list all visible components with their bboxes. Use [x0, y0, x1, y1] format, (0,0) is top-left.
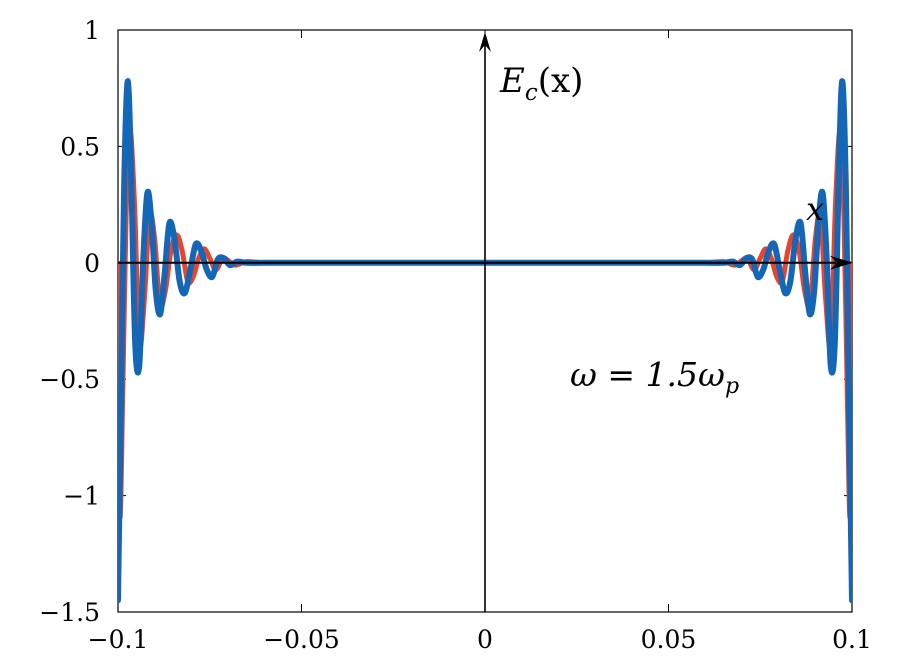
x-axis-annotation: x	[806, 190, 824, 228]
x-tick-label: 0	[477, 625, 493, 654]
y-tick-label: 0.5	[60, 132, 100, 161]
y-tick-label: −0.5	[39, 365, 100, 394]
frequency-annotation-base: ω = 1.5ω	[570, 355, 725, 394]
y-tick-label: 0	[84, 249, 100, 278]
y-tick-label: −1.5	[39, 598, 100, 627]
center-axes	[118, 32, 853, 612]
x-tick-label: −0.05	[263, 625, 340, 654]
y-axis-annotation-base: E	[499, 61, 525, 101]
x-tick-label: 0.05	[641, 625, 697, 654]
y-axis-annotation: Ec(x)	[499, 61, 583, 106]
y-tick-label: 1	[84, 16, 100, 45]
y-axis-annotation-arg: (x)	[538, 61, 584, 101]
x-tick-label: −0.1	[88, 625, 149, 654]
y-axis-annotation-sub: c	[525, 80, 538, 106]
frequency-annotation: ω = 1.5ωp	[570, 355, 739, 399]
vertical-axis-arrowhead	[479, 32, 491, 52]
frequency-annotation-sub: p	[725, 374, 739, 399]
y-tick-label: −1	[63, 482, 100, 511]
x-tick-label: 0.1	[832, 625, 872, 654]
x-tick-labels: −0.1 −0.05 0 0.05 0.1	[88, 625, 872, 654]
y-tick-labels: −1.5 −1 −0.5 0 0.5 1	[39, 16, 100, 627]
horizontal-axis-arrowhead	[830, 255, 853, 270]
